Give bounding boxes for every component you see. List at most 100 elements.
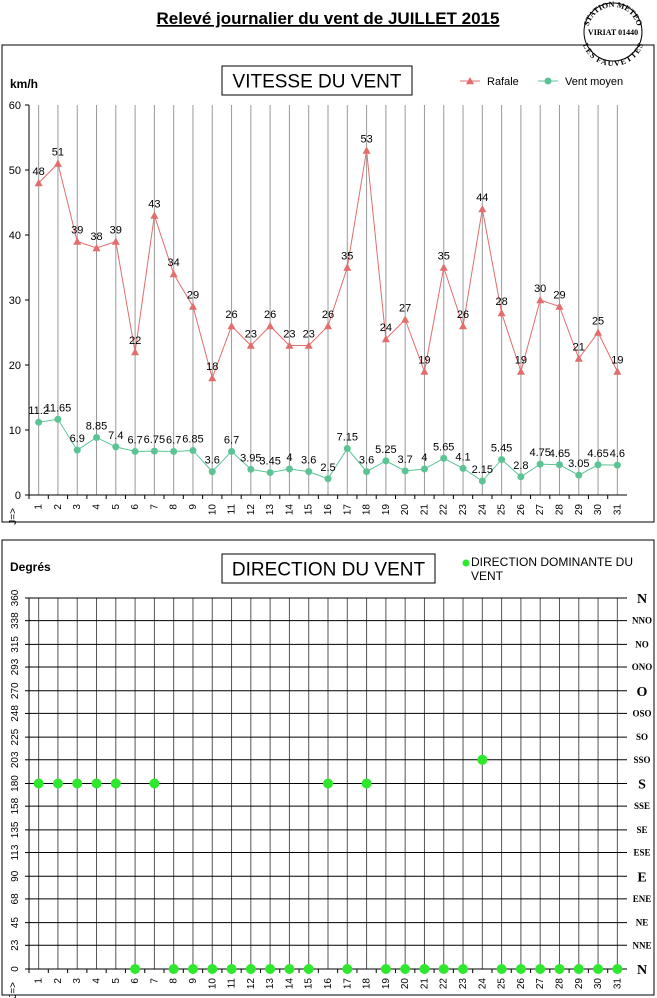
x-tick-label: 4 — [92, 978, 103, 984]
data-label: 39 — [110, 225, 122, 237]
marker — [613, 461, 621, 469]
marker — [208, 374, 217, 382]
legend-box: DIRECTION DOMINANTE DU VENT — [471, 555, 633, 583]
x-tick-label: 11 — [227, 978, 238, 989]
x-tick-label: 13 — [265, 978, 276, 990]
x-tick-label: 1 — [34, 978, 45, 984]
marker — [554, 964, 565, 974]
marker — [381, 335, 390, 343]
logo-middle: VIRIAT 01440 — [588, 28, 638, 37]
data-label: 29 — [553, 290, 565, 302]
data-label: 34 — [168, 257, 180, 269]
marker — [72, 778, 83, 789]
data-label: 3.6 — [359, 455, 374, 467]
data-label: 26 — [264, 309, 276, 321]
data-label: 21 — [573, 342, 585, 354]
y2-tick-label: OSO — [632, 708, 651, 718]
y-tick-label: 50 — [9, 165, 21, 177]
chart-title-box — [221, 65, 413, 96]
x-tick-label: 30 — [593, 504, 604, 516]
marker — [285, 465, 293, 473]
y-tick-label: 40 — [9, 230, 21, 242]
y-tick-label: 90 — [10, 870, 21, 882]
y-tick-label: 225 — [10, 728, 21, 745]
data-label: 35 — [341, 251, 353, 263]
x-tick-label: 22 — [439, 504, 450, 516]
page-title: Relevé journalier du vent de JUILLET 201… — [157, 9, 500, 28]
data-label: 5.45 — [491, 443, 512, 455]
marker — [535, 964, 546, 974]
marker — [53, 159, 62, 167]
marker — [536, 460, 544, 468]
data-label: 25 — [592, 316, 604, 328]
y-tick-label: 23 — [10, 939, 21, 951]
y2-tick-label: NNE — [632, 940, 651, 950]
y2-tick-label: NE — [636, 918, 649, 928]
data-label: 6.7 — [224, 434, 239, 446]
data-label: 5.65 — [433, 441, 454, 453]
x-tick-label: 10 — [207, 978, 218, 990]
data-label: 18 — [206, 361, 218, 373]
marker — [324, 322, 332, 330]
marker — [189, 446, 197, 454]
data-label: 53 — [360, 134, 372, 146]
x-tick-label: 12 — [246, 504, 257, 516]
x-tick-label: 7 — [149, 504, 160, 510]
x-tick-label: 23 — [458, 978, 469, 990]
marker — [34, 179, 43, 187]
x-tick-label: 15 — [304, 978, 315, 990]
marker — [246, 341, 255, 349]
x-tick-label: 10 — [207, 504, 218, 516]
y2-tick-label: ESE — [633, 848, 650, 858]
y2-tick-label: NNO — [632, 616, 652, 626]
x-tick-label: 17 — [342, 504, 353, 516]
marker — [515, 964, 526, 974]
marker — [612, 964, 623, 974]
marker — [170, 447, 178, 455]
x-tick-label: 7 — [149, 978, 160, 984]
x-tick-label: 6 — [130, 978, 141, 984]
marker — [149, 778, 160, 789]
data-label: 27 — [399, 303, 411, 315]
y-tick-label: 203 — [10, 751, 21, 768]
x-tick-label: 12 — [246, 978, 257, 990]
data-label: 43 — [148, 199, 160, 211]
y-tick-label: 158 — [10, 797, 21, 814]
marker — [73, 446, 81, 454]
x-tick-label: 4 — [92, 504, 103, 510]
y-tick-label: 180 — [10, 775, 21, 792]
marker — [496, 964, 507, 974]
data-label: 2.8 — [513, 460, 528, 472]
data-label: 7.4 — [108, 430, 123, 442]
marker — [517, 473, 525, 481]
y-tick-label: 60 — [9, 100, 21, 112]
legend-marker — [462, 559, 470, 567]
y2-tick-label: N — [637, 963, 647, 978]
marker — [459, 322, 468, 330]
marker — [555, 461, 563, 469]
x-tick-label: 14 — [284, 504, 295, 516]
marker — [228, 447, 236, 455]
y-tick-label: 248 — [10, 705, 21, 722]
x-tick-label: 27 — [535, 504, 546, 516]
legend-label: Rafale — [487, 76, 519, 88]
marker — [207, 964, 218, 974]
data-label: 39 — [71, 225, 83, 237]
x-tick-label: 8 — [169, 504, 180, 510]
data-label: 4.6 — [610, 448, 625, 460]
marker — [420, 465, 428, 473]
data-label: 3.6 — [205, 455, 220, 467]
x-tick-label: 27 — [535, 978, 546, 990]
marker — [478, 477, 486, 485]
marker — [226, 964, 237, 974]
marker — [54, 415, 62, 423]
marker — [304, 341, 313, 349]
marker — [459, 464, 467, 472]
marker — [227, 322, 236, 330]
data-label: 19 — [418, 355, 430, 367]
data-label: 38 — [90, 231, 102, 243]
data-label: 51 — [52, 147, 64, 159]
y2-tick-label: E — [637, 870, 646, 885]
x-tick-label: 5 — [111, 978, 122, 984]
x-tick-label: 24 — [477, 978, 488, 990]
